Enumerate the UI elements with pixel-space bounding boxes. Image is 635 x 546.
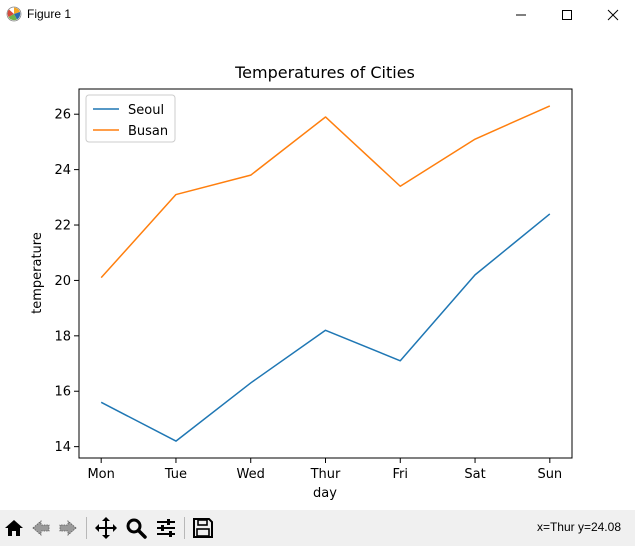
- legend-label: Seoul: [128, 103, 164, 118]
- pan-icon: [95, 517, 117, 539]
- minimize-icon: [516, 14, 526, 16]
- y-tick-label: 26: [54, 108, 71, 123]
- toolbar-separator: [86, 517, 87, 539]
- home-button[interactable]: [1, 515, 27, 541]
- axes-frame: [78, 88, 573, 459]
- home-icon: [5, 520, 23, 536]
- x-tick-label: Sat: [464, 467, 485, 482]
- window-title: Figure 1: [27, 7, 72, 21]
- save-button[interactable]: [190, 515, 216, 541]
- cursor-coordinates: x=Thur y=24.08: [536, 520, 621, 534]
- figure-canvas[interactable]: Temperatures of Cities Mon Tue Wed Thur Fri S…: [0, 30, 635, 510]
- legend-label: Busan: [128, 124, 168, 139]
- matplotlib-icon: [6, 6, 22, 22]
- y-tick-label: 14: [54, 440, 71, 455]
- x-axis-label: day: [313, 486, 337, 501]
- sliders-icon: [157, 519, 175, 537]
- y-tick-label: 16: [54, 385, 71, 400]
- x-tick-label: Sun: [537, 467, 562, 482]
- x-tick-label: Tue: [164, 467, 187, 482]
- maximize-icon: [562, 10, 572, 20]
- zoom-icon: [126, 518, 147, 539]
- close-button[interactable]: [590, 0, 635, 30]
- x-tick-label: Thur: [310, 467, 341, 482]
- line-chart: Temperatures of Cities Mon Tue Wed Thur Fri S…: [0, 30, 635, 510]
- y-tick-label: 24: [54, 163, 71, 178]
- save-icon: [193, 518, 213, 538]
- back-arrow-icon: [32, 520, 50, 536]
- navigation-toolbar: x=Thur y=24.08: [0, 510, 635, 546]
- zoom-button[interactable]: [123, 515, 149, 541]
- toolbar-separator: [184, 517, 185, 539]
- pan-button[interactable]: [93, 515, 119, 541]
- chart-title: Temperatures of Cities: [234, 63, 415, 82]
- legend: Seoul Busan: [85, 94, 176, 143]
- series-line-busan: [100, 105, 551, 279]
- minimize-button[interactable]: [498, 0, 544, 30]
- forward-button[interactable]: [55, 515, 81, 541]
- close-icon: [607, 9, 619, 21]
- forward-arrow-icon: [59, 520, 77, 536]
- configure-subplots-button[interactable]: [153, 515, 179, 541]
- maximize-button[interactable]: [544, 0, 590, 30]
- title-bar: Figure 1: [0, 0, 635, 30]
- x-tick-label: Wed: [237, 467, 265, 482]
- y-tick-label: 18: [54, 329, 71, 344]
- series-line-seoul: [100, 213, 551, 442]
- back-button[interactable]: [28, 515, 54, 541]
- x-tick-label: Fri: [393, 467, 409, 482]
- y-tick-label: 22: [54, 219, 71, 234]
- y-axis-label: temperature: [30, 232, 45, 314]
- y-tick-label: 20: [54, 274, 71, 289]
- x-tick-label: Mon: [87, 467, 114, 482]
